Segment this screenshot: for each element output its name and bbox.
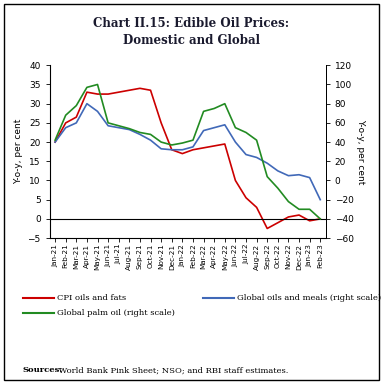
Text: Global oils and meals (right scale): Global oils and meals (right scale) xyxy=(237,294,381,301)
Global palm oil (right scale) xyxy=(106,121,110,125)
Global palm oil (right scale) xyxy=(74,103,79,108)
Line: Global oils and meals (right scale): Global oils and meals (right scale) xyxy=(55,104,320,200)
Global oils and meals (right scale) xyxy=(106,123,110,128)
Global palm oil (right scale) xyxy=(116,123,121,128)
Global palm oil (right scale) xyxy=(233,125,238,130)
CPI oils and fats xyxy=(127,88,132,93)
Global palm oil (right scale) xyxy=(137,130,142,135)
Global palm oil (right scale) xyxy=(318,217,322,221)
CPI oils and fats xyxy=(318,217,322,221)
CPI oils and fats xyxy=(106,92,110,96)
Text: CPI oils and fats: CPI oils and fats xyxy=(57,294,126,301)
CPI oils and fats xyxy=(212,144,216,148)
Global oils and meals (right scale) xyxy=(180,147,185,152)
Global oils and meals (right scale) xyxy=(244,152,248,157)
Global palm oil (right scale) xyxy=(244,130,248,135)
CPI oils and fats xyxy=(191,147,195,152)
Global oils and meals (right scale) xyxy=(95,109,100,114)
Global oils and meals (right scale) xyxy=(275,169,280,173)
Text: Sources:: Sources: xyxy=(23,366,64,374)
Global oils and meals (right scale) xyxy=(74,121,79,125)
Global oils and meals (right scale) xyxy=(233,140,238,144)
CPI oils and fats xyxy=(244,195,248,200)
Line: CPI oils and fats: CPI oils and fats xyxy=(55,88,320,228)
CPI oils and fats xyxy=(159,121,164,125)
CPI oils and fats xyxy=(180,151,185,156)
CPI oils and fats xyxy=(169,147,174,152)
Global oils and meals (right scale) xyxy=(223,122,227,127)
Global palm oil (right scale) xyxy=(254,138,259,142)
Global palm oil (right scale) xyxy=(265,174,270,179)
Global oils and meals (right scale) xyxy=(116,125,121,130)
Global oils and meals (right scale) xyxy=(85,101,89,106)
Global palm oil (right scale) xyxy=(64,113,68,118)
Global palm oil (right scale) xyxy=(180,141,185,145)
Global oils and meals (right scale) xyxy=(148,138,153,142)
Global palm oil (right scale) xyxy=(85,85,89,89)
CPI oils and fats xyxy=(297,213,301,217)
Global palm oil (right scale) xyxy=(191,138,195,142)
CPI oils and fats xyxy=(116,90,121,94)
CPI oils and fats xyxy=(95,92,100,96)
Global palm oil (right scale) xyxy=(307,207,312,212)
CPI oils and fats xyxy=(53,140,57,144)
Global oils and meals (right scale) xyxy=(265,161,270,166)
CPI oils and fats xyxy=(148,88,153,93)
CPI oils and fats xyxy=(265,226,270,231)
Text: Global palm oil (right scale): Global palm oil (right scale) xyxy=(57,309,175,317)
Global palm oil (right scale) xyxy=(148,132,153,137)
Global oils and meals (right scale) xyxy=(254,155,259,160)
Global oils and meals (right scale) xyxy=(297,172,301,177)
CPI oils and fats xyxy=(137,86,142,91)
Global palm oil (right scale) xyxy=(53,138,57,142)
Global palm oil (right scale) xyxy=(201,109,206,114)
Global palm oil (right scale) xyxy=(169,142,174,147)
Line: Global palm oil (right scale): Global palm oil (right scale) xyxy=(55,84,320,219)
CPI oils and fats xyxy=(233,178,238,183)
Global oils and meals (right scale) xyxy=(159,146,164,151)
Global oils and meals (right scale) xyxy=(318,197,322,202)
Global oils and meals (right scale) xyxy=(64,125,68,130)
Global oils and meals (right scale) xyxy=(169,147,174,152)
CPI oils and fats xyxy=(275,220,280,225)
CPI oils and fats xyxy=(286,215,291,219)
CPI oils and fats xyxy=(307,218,312,223)
Y-axis label: Y-o-y, per cent: Y-o-y, per cent xyxy=(14,119,23,184)
Global palm oil (right scale) xyxy=(212,106,216,111)
Global palm oil (right scale) xyxy=(297,207,301,212)
Global oils and meals (right scale) xyxy=(191,144,195,149)
CPI oils and fats xyxy=(64,121,68,125)
Text: World Bank Pink Sheet; NSO; and RBI staff estimates.: World Bank Pink Sheet; NSO; and RBI staf… xyxy=(56,366,288,374)
CPI oils and fats xyxy=(223,142,227,146)
Global oils and meals (right scale) xyxy=(137,132,142,137)
Global palm oil (right scale) xyxy=(223,101,227,106)
CPI oils and fats xyxy=(254,205,259,210)
Global palm oil (right scale) xyxy=(159,140,164,144)
Global oils and meals (right scale) xyxy=(127,127,132,132)
CPI oils and fats xyxy=(201,146,206,150)
Global palm oil (right scale) xyxy=(275,186,280,190)
CPI oils and fats xyxy=(74,115,79,119)
Global oils and meals (right scale) xyxy=(307,175,312,180)
Global palm oil (right scale) xyxy=(286,199,291,204)
Global palm oil (right scale) xyxy=(127,126,132,131)
CPI oils and fats xyxy=(85,90,89,94)
Global palm oil (right scale) xyxy=(95,82,100,87)
Global oils and meals (right scale) xyxy=(286,173,291,178)
Global oils and meals (right scale) xyxy=(212,125,216,130)
Global oils and meals (right scale) xyxy=(53,140,57,144)
Text: Chart II.15: Edible Oil Prices:
Domestic and Global: Chart II.15: Edible Oil Prices: Domestic… xyxy=(93,17,290,47)
Global oils and meals (right scale) xyxy=(201,128,206,133)
Y-axis label: Y-o-y, per cent: Y-o-y, per cent xyxy=(356,119,365,184)
